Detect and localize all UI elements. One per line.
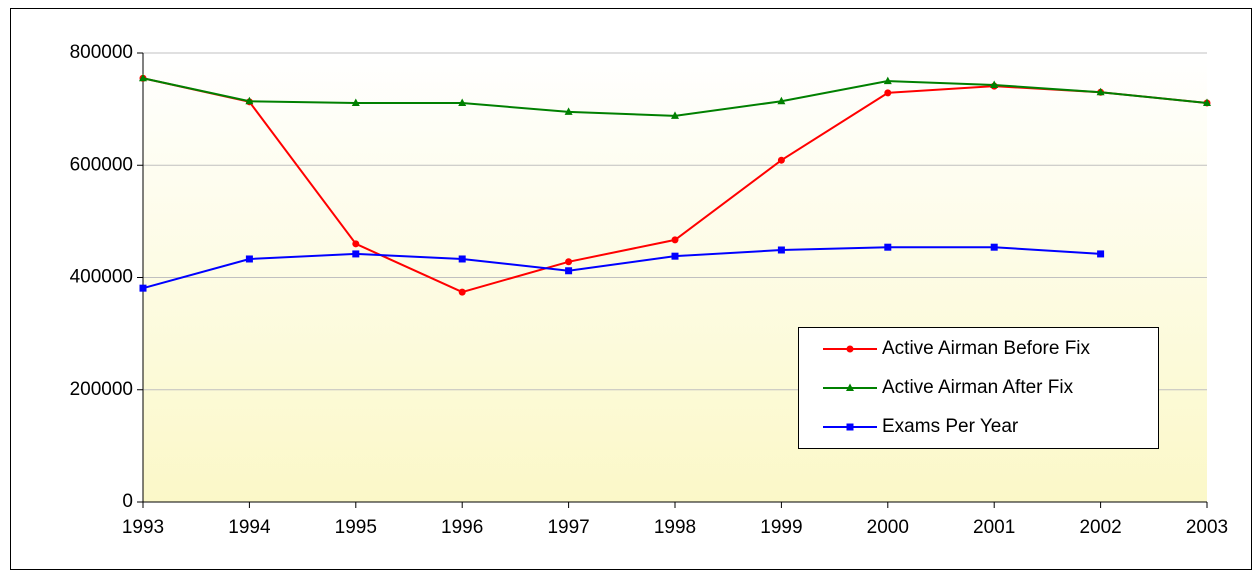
marker (139, 73, 147, 82)
x-tick-label: 1995 (335, 517, 377, 538)
legend-label: Exams Per Year (882, 416, 1019, 437)
marker (884, 89, 892, 97)
marker (245, 96, 254, 105)
legend-label: Active Airman Before Fix (882, 338, 1091, 359)
marker (1203, 98, 1211, 106)
marker (990, 243, 998, 251)
marker (565, 267, 573, 275)
marker (1097, 250, 1105, 258)
marker (846, 345, 854, 353)
marker (565, 258, 573, 266)
x-tick-label: 1999 (760, 517, 802, 538)
marker (777, 96, 786, 105)
marker (458, 255, 466, 263)
x-tick-label: 1998 (654, 517, 696, 538)
marker (671, 111, 679, 119)
marker (564, 107, 573, 115)
x-tick-label: 1996 (441, 517, 483, 538)
marker (139, 284, 147, 292)
y-tick-label: 200000 (70, 379, 133, 400)
x-tick-label: 2001 (973, 517, 1015, 538)
x-tick-label: 2003 (1186, 517, 1228, 538)
marker (351, 98, 360, 106)
marker (671, 252, 679, 260)
marker (245, 255, 253, 263)
x-tick-label: 2002 (1079, 517, 1121, 538)
y-tick-label: 600000 (70, 154, 133, 175)
marker (352, 240, 360, 248)
marker (1096, 87, 1105, 96)
x-tick-label: 1994 (228, 517, 271, 538)
series-line (142, 246, 1101, 290)
x-tick-label: 1997 (547, 517, 589, 538)
marker (990, 80, 999, 88)
marker (777, 246, 785, 254)
marker (777, 156, 785, 164)
marker (458, 98, 467, 106)
x-tick-label: 1993 (122, 517, 164, 538)
marker (884, 243, 892, 251)
legend-label: Active Airman After Fix (882, 377, 1074, 398)
marker (352, 250, 360, 258)
marker (458, 288, 466, 296)
y-tick-label: 400000 (70, 267, 133, 288)
marker (846, 423, 854, 431)
marker (846, 383, 854, 391)
y-tick-label: 800000 (70, 42, 133, 63)
marker (671, 236, 679, 244)
marker (883, 76, 892, 85)
y-tick-label: 0 (122, 491, 133, 512)
legend: Active Airman Before Fix Active Airman Af… (798, 327, 1159, 449)
x-tick-label: 2000 (867, 517, 909, 538)
